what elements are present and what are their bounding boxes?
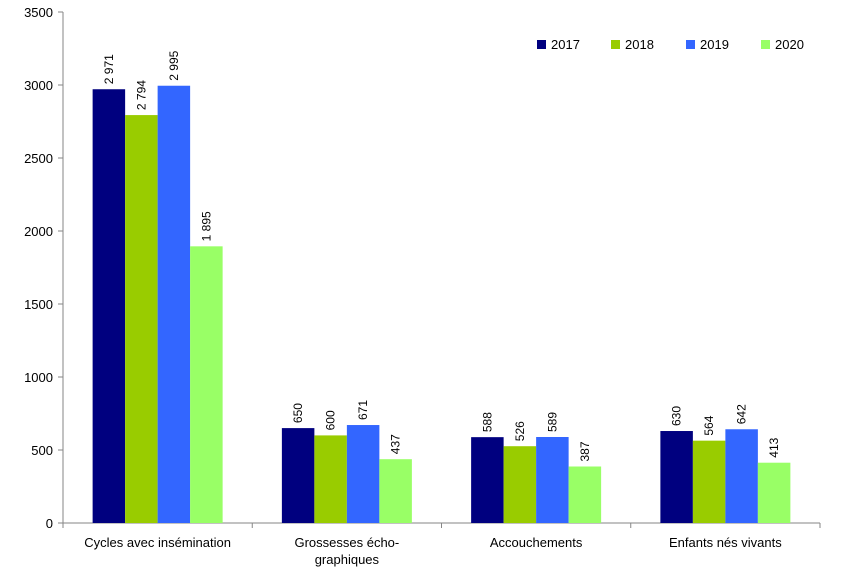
y-tick-label: 2000 [24,224,53,239]
legend-label: 2017 [551,37,580,52]
data-label: 387 [578,441,592,461]
y-tick-label: 500 [31,443,53,458]
bar-2017 [92,89,126,523]
legend-swatch-2017 [537,40,546,49]
bar-2019 [346,425,380,523]
bar-2018 [503,446,537,523]
bar-2017 [471,437,504,523]
bar-2018 [125,115,158,524]
bar-2017 [660,431,693,523]
bar-2020 [757,462,791,523]
bar-2019 [536,437,569,523]
legend-label: 2020 [775,37,804,52]
y-tick-label: 3500 [24,5,53,20]
data-label: 671 [356,400,370,420]
bar-2019 [725,429,758,523]
x-category-label: Enfants nés vivants [669,535,782,550]
data-label: 589 [545,412,559,432]
legend-swatch-2019 [686,40,695,49]
data-label: 564 [702,415,716,435]
data-label: 2 971 [102,54,116,84]
x-axis: Cycles avec insémination Grossesses écho-… [62,522,821,567]
data-label: 588 [480,412,494,432]
data-label: 2 995 [167,50,181,80]
data-label: 650 [291,403,305,423]
legend: 2017 2018 2019 2020 [537,37,804,52]
legend-label: 2018 [625,37,654,52]
y-tick-label: 0 [46,516,53,531]
y-tick-label: 1000 [24,370,53,385]
legend-label: 2019 [700,37,729,52]
data-label: 437 [389,434,403,454]
x-category-label: graphiques [315,552,380,567]
bar-2020 [190,246,223,523]
data-label: 600 [324,410,338,430]
data-label: 413 [767,437,781,457]
bar-2019 [157,85,191,523]
y-axis: 0 500 1000 1500 2000 2500 3000 3500 [24,5,64,531]
y-tick-label: 1500 [24,297,53,312]
x-category-label: Grossesses écho- [294,535,399,550]
bar-2018 [692,440,726,523]
bar-2017 [281,428,315,523]
legend-swatch-2020 [761,40,770,49]
bars [92,85,791,524]
y-tick-label: 2500 [24,151,53,166]
data-label: 630 [670,406,684,426]
legend-swatch-2018 [611,40,620,49]
data-labels: 2 971 2 794 2 995 1 895 650 600 671 437 588 526 58… [102,50,781,461]
bar-2018 [314,435,347,523]
bar-2020 [379,459,412,523]
data-label: 1 895 [199,211,213,241]
x-category-label: Cycles avec insémination [84,535,231,550]
data-label: 526 [513,421,527,441]
bar-2020 [568,466,602,523]
y-tick-label: 3000 [24,78,53,93]
x-category-label: Accouchements [490,535,583,550]
data-label: 642 [735,404,749,424]
data-label: 2 794 [134,80,148,110]
